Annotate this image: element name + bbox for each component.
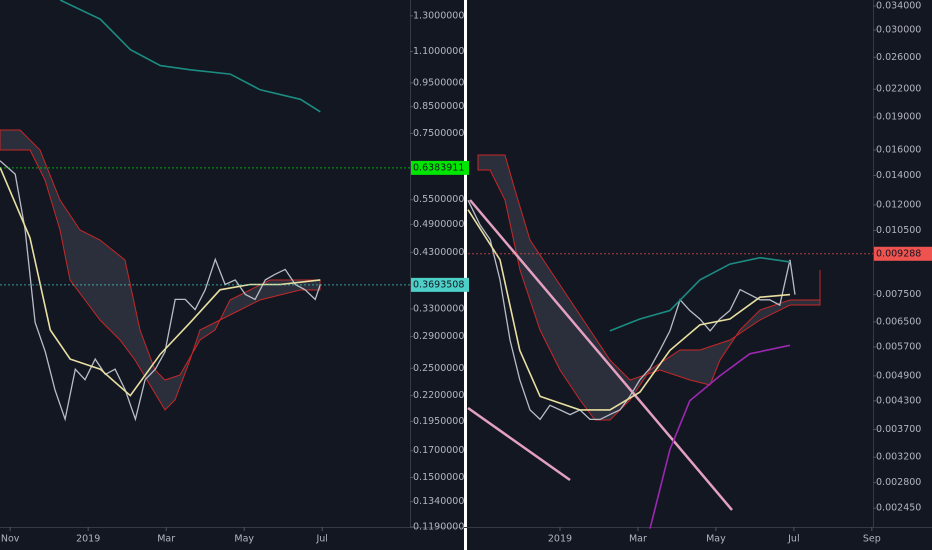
x-tick-label: Jul <box>315 534 327 545</box>
y-tick-label: 0.1500000 <box>413 472 464 483</box>
trendline <box>469 199 733 511</box>
price-line <box>0 166 321 397</box>
y-tick-label: 0.9500000 <box>413 77 464 88</box>
y-tick-label: 0.4300000 <box>413 247 464 258</box>
y-tick-label: 0.1190000 <box>413 522 464 533</box>
y-tick-label: 0.1950000 <box>413 416 464 427</box>
price-tag <box>411 277 469 292</box>
price-tag-label: 0.6383911 <box>413 162 464 173</box>
x-tick-label: 2019 <box>548 534 572 545</box>
y-tick-label: 0.002450 <box>876 503 921 514</box>
y-tick-label: 0.019000 <box>876 112 921 123</box>
x-tick-label: Sep <box>863 534 881 545</box>
price-line <box>467 209 791 411</box>
y-tick-label: 0.7500000 <box>413 128 464 139</box>
y-tick-label: 0.014000 <box>876 170 921 181</box>
y-tick-label: 0.1340000 <box>413 496 464 507</box>
y-tick-label: 0.030000 <box>876 24 921 35</box>
y-tick-label: 0.022000 <box>876 84 921 95</box>
price-tag <box>411 160 469 175</box>
price-tag-label: 0.3693508 <box>413 279 464 290</box>
y-tick-label: 0.2900000 <box>413 331 464 342</box>
y-tick-label: 0.010500 <box>876 225 921 236</box>
x-tick-label: Mar <box>157 534 175 545</box>
y-tick-label: 0.006500 <box>876 316 921 327</box>
cloud-left <box>0 129 321 411</box>
y-tick-label: 1.1000000 <box>413 46 464 57</box>
y-tick-label: 0.002800 <box>876 477 921 488</box>
y-tick-label: 0.005700 <box>876 341 921 352</box>
cloud-right <box>477 154 821 421</box>
trendline <box>467 406 571 482</box>
y-tick-label: 0.1700000 <box>413 445 464 456</box>
x-tick-label: 2019 <box>76 534 100 545</box>
price-tag <box>874 246 932 261</box>
y-tick-label: 0.8500000 <box>413 101 464 112</box>
y-tick-label: 0.004900 <box>876 370 921 381</box>
y-tick-label: 0.026000 <box>876 52 921 63</box>
y-tick-label: 0.016000 <box>876 144 921 155</box>
y-tick-label: 0.4900000 <box>413 219 464 230</box>
price-line <box>0 160 321 422</box>
x-tick-label: May <box>706 534 726 545</box>
y-tick-label: 0.007500 <box>876 289 921 300</box>
price-tag-label: 0.009288 <box>876 248 921 259</box>
y-tick-label: 0.2500000 <box>413 363 464 374</box>
price-line <box>649 344 791 529</box>
y-tick-label: 0.003200 <box>876 452 921 463</box>
price-line <box>609 256 791 332</box>
y-tick-label: 0.3300000 <box>413 303 464 314</box>
y-tick-label: 0.2200000 <box>413 390 464 401</box>
x-tick-label: Jul <box>787 534 799 545</box>
y-tick-label: 0.034000 <box>876 1 921 12</box>
y-tick-label: 0.012000 <box>876 199 921 210</box>
y-tick-label: 0.004300 <box>876 395 921 406</box>
x-tick-label: Nov <box>1 534 20 545</box>
y-tick-label: 0.5500000 <box>413 194 464 205</box>
price-line <box>467 199 796 421</box>
x-tick-label: Mar <box>629 534 647 545</box>
y-tick-label: 1.3000000 <box>413 10 464 21</box>
y-tick-label: 0.003700 <box>876 424 921 435</box>
price-line <box>59 0 321 113</box>
x-tick-label: May <box>234 534 254 545</box>
